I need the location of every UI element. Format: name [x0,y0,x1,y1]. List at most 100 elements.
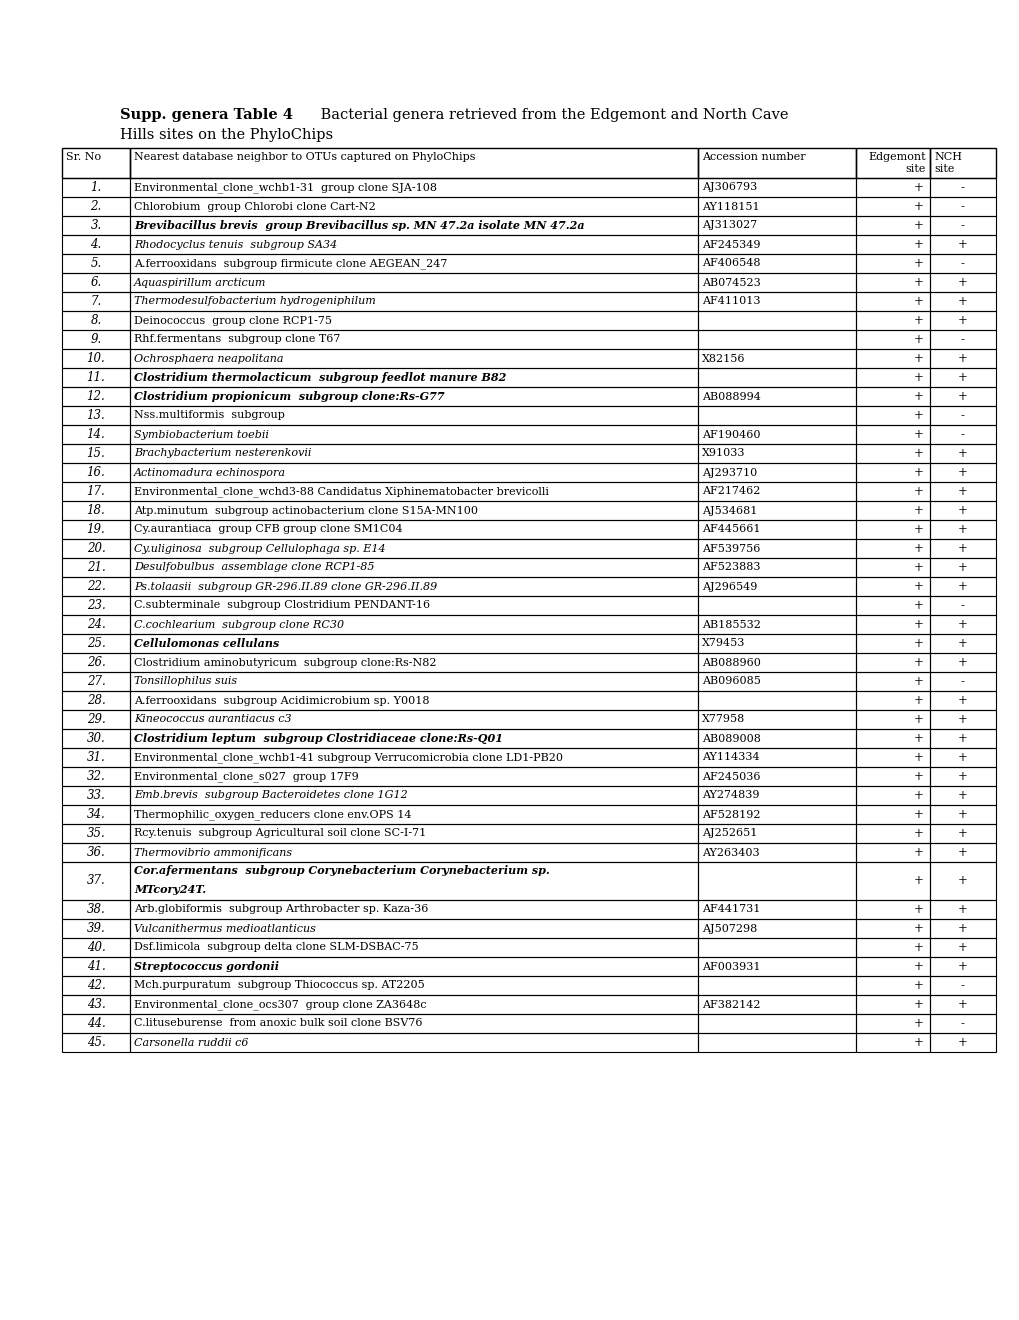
Bar [855,148,929,178]
Text: AB088960: AB088960 [701,657,760,668]
Text: C.lituseburense  from anoxic bulk soil clone BSV76: C.lituseburense from anoxic bulk soil cl… [133,1019,422,1028]
Text: 17.: 17. [87,484,105,498]
Bar [62,939,129,957]
Bar [855,805,929,824]
Bar [855,690,929,710]
Bar [697,407,855,425]
Text: -: - [960,333,964,346]
Bar [129,1034,697,1052]
Bar [129,729,697,748]
Bar [62,995,129,1014]
Text: +: + [913,579,923,593]
Text: -: - [960,979,964,993]
Text: Edgemont
site: Edgemont site [867,152,925,174]
Bar [855,558,929,577]
Text: +: + [913,181,923,194]
Text: Vulcanithermus medioatlanticus: Vulcanithermus medioatlanticus [133,924,316,933]
Text: X79453: X79453 [701,639,745,648]
Text: AF245349: AF245349 [701,239,760,249]
Text: AB088994: AB088994 [701,392,760,401]
Bar [697,482,855,502]
Bar [855,843,929,862]
Bar [929,148,995,178]
Text: 5.: 5. [91,257,102,271]
Bar [855,785,929,805]
Bar [129,690,697,710]
Text: +: + [913,428,923,441]
Bar [929,539,995,558]
Text: 35.: 35. [87,828,105,840]
Bar [62,539,129,558]
Text: 42.: 42. [87,979,105,993]
Bar [855,348,929,368]
Bar [62,235,129,253]
Text: -: - [960,1016,964,1030]
Text: Environmental_clone_wchb1-41 subgroup Verrucomicrobia clone LD1-PB20: Environmental_clone_wchb1-41 subgroup Ve… [133,752,562,763]
Text: AJ252651: AJ252651 [701,829,757,838]
Text: AF445661: AF445661 [701,524,760,535]
Bar [62,653,129,672]
Bar [855,900,929,919]
Bar [855,444,929,463]
Bar [855,502,929,520]
Bar [929,729,995,748]
Text: Ps.tolaasii  subgroup GR-296.II.89 clone GR-296.II.89: Ps.tolaasii subgroup GR-296.II.89 clone … [133,582,437,591]
Text: +: + [957,770,967,783]
Bar [697,235,855,253]
Bar [129,634,697,653]
Bar [62,824,129,843]
Text: +: + [957,751,967,764]
Text: Carsonella ruddii c6: Carsonella ruddii c6 [133,1038,249,1048]
Bar [855,216,929,235]
Bar [929,558,995,577]
Text: AB185532: AB185532 [701,619,760,630]
Text: +: + [913,979,923,993]
Bar [855,235,929,253]
Bar [697,216,855,235]
Bar [129,862,697,900]
Text: +: + [913,638,923,649]
Text: 27.: 27. [87,675,105,688]
Bar [697,178,855,197]
Bar [697,710,855,729]
Bar [62,785,129,805]
Bar [855,407,929,425]
Text: +: + [957,733,967,744]
Text: -: - [960,675,964,688]
Bar [697,330,855,348]
Text: A.ferrooxidans  subgroup firmicute clone AEGEAN_247: A.ferrooxidans subgroup firmicute clone … [133,259,447,269]
Text: AF528192: AF528192 [701,809,760,820]
Bar [929,615,995,634]
Bar [929,1014,995,1034]
Text: 2.: 2. [91,201,102,213]
Bar [62,862,129,900]
Bar [129,425,697,444]
Text: AB096085: AB096085 [701,676,760,686]
Bar [855,767,929,785]
Text: +: + [913,219,923,232]
Text: +: + [913,314,923,327]
Text: AF382142: AF382142 [701,999,760,1010]
Text: +: + [913,543,923,554]
Text: 45.: 45. [87,1036,105,1049]
Bar [697,995,855,1014]
Bar [697,292,855,312]
Text: AJ296549: AJ296549 [701,582,757,591]
Text: +: + [957,371,967,384]
Bar [929,672,995,690]
Bar [129,919,697,939]
Text: Nss.multiformis  subgroup: Nss.multiformis subgroup [133,411,284,421]
Bar [129,539,697,558]
Bar [129,900,697,919]
Text: Brevibacillus brevis  group Brevibacillus sp. MN 47.2a isolate MN 47.2a: Brevibacillus brevis group Brevibacillus… [133,220,584,231]
Text: MTcory24T.: MTcory24T. [133,884,206,895]
Text: 15.: 15. [87,447,105,459]
Bar [929,900,995,919]
Bar [929,502,995,520]
Text: 1.: 1. [91,181,102,194]
Text: +: + [913,713,923,726]
Bar [62,577,129,597]
Text: +: + [957,960,967,973]
Bar [929,634,995,653]
Bar [62,425,129,444]
